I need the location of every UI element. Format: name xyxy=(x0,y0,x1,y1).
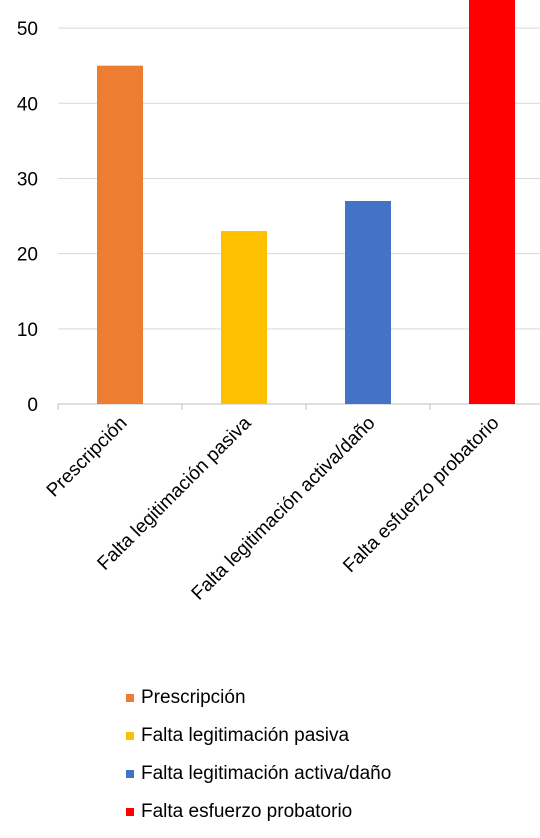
legend-label: Falta legitimación pasiva xyxy=(141,725,350,746)
y-tick-label: 30 xyxy=(17,169,38,190)
legend-swatch xyxy=(126,694,134,702)
y-tick-label: 10 xyxy=(17,320,38,341)
y-tick-label: 40 xyxy=(17,94,38,115)
legend-label: Falta legitimación activa/daño xyxy=(141,763,392,784)
legend-item-prescripcion: Prescripción xyxy=(126,684,391,712)
legend-item-falta-legitimacion-activa: Falta legitimación activa/daño xyxy=(126,760,391,788)
y-tick-label: 20 xyxy=(17,245,38,266)
y-tick-label: 50 xyxy=(17,19,38,40)
legend-label: Falta esfuerzo probatorio xyxy=(141,801,353,822)
legend-item-falta-esfuerzo-probatorio: Falta esfuerzo probatorio xyxy=(126,798,391,826)
bar xyxy=(469,0,515,404)
chart-legend: Prescripción Falta legitimación pasiva F… xyxy=(126,684,391,836)
legend-swatch xyxy=(126,732,134,740)
x-tick-label: Prescripción xyxy=(43,413,132,502)
legend-label: Prescripción xyxy=(141,687,246,708)
legend-swatch xyxy=(126,770,134,778)
legend-swatch xyxy=(126,808,134,816)
legend-item-falta-legitimacion-pasiva: Falta legitimación pasiva xyxy=(126,722,391,750)
bar xyxy=(345,201,391,404)
y-tick-label: 0 xyxy=(27,395,38,416)
bar xyxy=(221,231,267,404)
bar xyxy=(97,65,143,405)
